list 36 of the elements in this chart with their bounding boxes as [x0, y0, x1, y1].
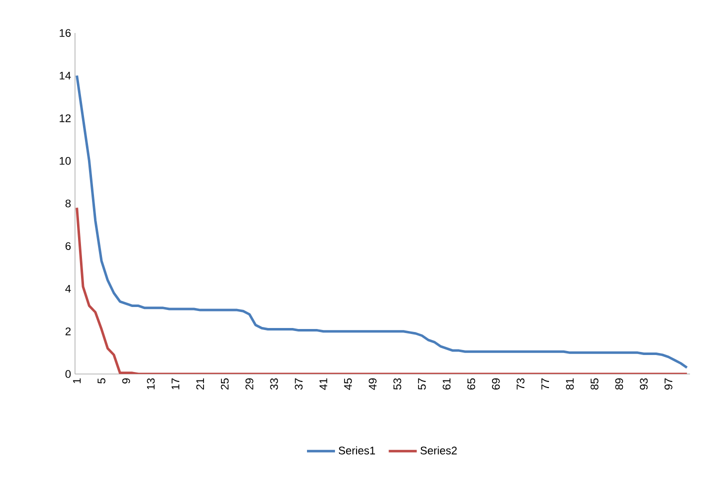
legend-label: Series1 — [338, 446, 375, 454]
x-tick-label: 37 — [294, 378, 303, 390]
y-tick-label: 0 — [65, 370, 71, 378]
x-tick-label: 13 — [146, 378, 155, 390]
x-tick-label: 25 — [220, 378, 229, 390]
y-tick-label: 8 — [66, 200, 71, 208]
y-tick-label: 6 — [66, 242, 71, 250]
y-tick-label: 4 — [65, 284, 71, 293]
x-tick-label: 17 — [172, 378, 180, 390]
y-tick-label: 2 — [66, 328, 71, 336]
y-tick-label: 12 — [60, 114, 71, 122]
legend-label: Series2 — [420, 446, 457, 454]
x-tick-label: 97 — [664, 378, 672, 390]
y-tick-label: 14 — [60, 72, 71, 80]
x-tick-label: 5 — [98, 378, 106, 384]
x-tick-label: 81 — [566, 378, 574, 390]
x-tick-label: 61 — [442, 378, 450, 390]
x-tick-label: 85 — [590, 378, 598, 390]
x-tick-label: 89 — [615, 378, 624, 390]
x-tick-label: 29 — [246, 378, 254, 390]
x-tick-label: 21 — [196, 378, 204, 390]
x-tick-label: 9 — [122, 378, 130, 384]
x-tick-label: 45 — [344, 378, 352, 390]
x-tick-label: 65 — [467, 378, 476, 390]
x-tick-label: 53 — [393, 378, 402, 390]
x-tick-label: 57 — [418, 378, 426, 390]
x-tick-label: 93 — [640, 378, 648, 390]
y-tick-label: 10 — [60, 156, 71, 165]
x-tick-label: 69 — [492, 378, 500, 390]
x-tick-label: 73 — [516, 378, 524, 390]
x-tick-label: 49 — [368, 378, 377, 390]
x-tick-label: 41 — [320, 378, 328, 390]
x-tick-label: 1 — [73, 378, 81, 384]
x-tick-label: 33 — [270, 378, 278, 390]
y-tick-label: 16 — [60, 29, 71, 37]
x-tick-label: 77 — [541, 378, 549, 390]
